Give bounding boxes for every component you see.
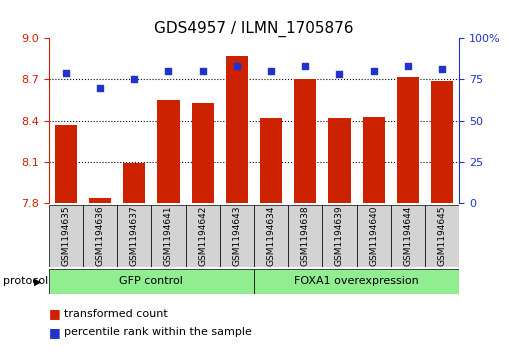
Text: GSM1194634: GSM1194634: [267, 206, 275, 266]
Point: [96, 85, 104, 90]
Bar: [89, 198, 111, 203]
Bar: [226, 56, 248, 203]
Bar: [191, 103, 214, 203]
Point: [301, 63, 309, 69]
Text: GSM1194644: GSM1194644: [403, 206, 412, 266]
Bar: [260, 118, 282, 203]
Bar: [186, 205, 220, 267]
Text: ■: ■: [49, 307, 61, 321]
Text: GSM1194640: GSM1194640: [369, 206, 378, 266]
Bar: [294, 79, 317, 203]
Bar: [363, 117, 385, 203]
Title: GDS4957 / ILMN_1705876: GDS4957 / ILMN_1705876: [154, 21, 353, 37]
Text: FOXA1 overexpression: FOXA1 overexpression: [294, 276, 419, 286]
Point: [164, 68, 172, 74]
Bar: [288, 205, 322, 267]
Bar: [425, 205, 459, 267]
Bar: [83, 205, 117, 267]
Bar: [157, 100, 180, 203]
Bar: [254, 269, 459, 294]
Bar: [391, 205, 425, 267]
Text: GSM1194645: GSM1194645: [438, 206, 446, 266]
Point: [369, 68, 378, 74]
Text: ▶: ▶: [34, 276, 42, 286]
Text: GSM1194638: GSM1194638: [301, 205, 310, 266]
Bar: [220, 205, 254, 267]
Point: [404, 63, 412, 69]
Text: GSM1194637: GSM1194637: [130, 205, 139, 266]
Bar: [431, 81, 453, 203]
Point: [199, 68, 207, 74]
Text: GSM1194635: GSM1194635: [62, 205, 70, 266]
Bar: [322, 205, 357, 267]
Bar: [151, 205, 186, 267]
Text: GSM1194641: GSM1194641: [164, 206, 173, 266]
Text: GSM1194639: GSM1194639: [335, 205, 344, 266]
Bar: [254, 205, 288, 267]
Point: [62, 70, 70, 76]
Point: [267, 68, 275, 74]
Text: GFP control: GFP control: [120, 276, 183, 286]
Bar: [117, 205, 151, 267]
Text: GSM1194643: GSM1194643: [232, 206, 241, 266]
Text: transformed count: transformed count: [64, 309, 168, 319]
Bar: [49, 269, 254, 294]
Bar: [123, 163, 145, 203]
Text: GSM1194642: GSM1194642: [198, 206, 207, 266]
Text: GSM1194636: GSM1194636: [95, 205, 105, 266]
Bar: [55, 125, 77, 203]
Bar: [397, 77, 419, 203]
Point: [130, 77, 139, 82]
Text: percentile rank within the sample: percentile rank within the sample: [64, 327, 252, 337]
Text: ■: ■: [49, 326, 61, 339]
Bar: [357, 205, 391, 267]
Bar: [49, 205, 83, 267]
Text: protocol: protocol: [3, 276, 48, 286]
Bar: [328, 118, 350, 203]
Point: [233, 63, 241, 69]
Point: [336, 72, 344, 77]
Point: [438, 66, 446, 72]
